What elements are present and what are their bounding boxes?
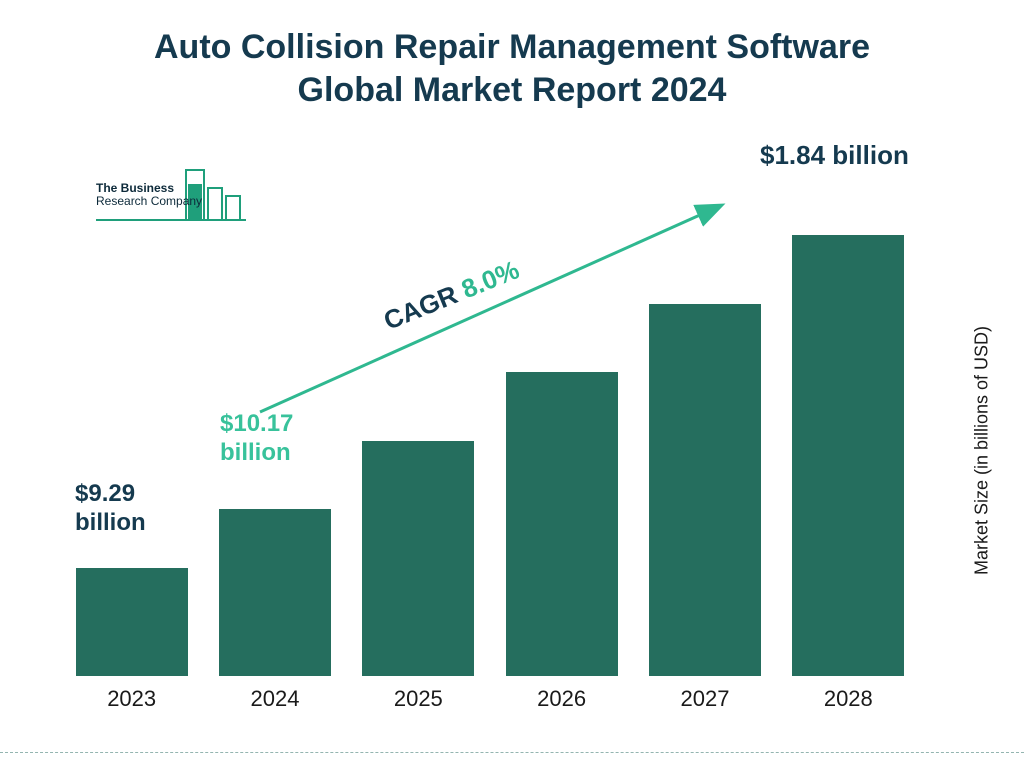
chart-canvas: Auto Collision Repair Management Softwar… (0, 0, 1024, 768)
baseline-rule (0, 752, 1024, 753)
value-label-2028: $1.84 billion (760, 140, 909, 171)
bar (506, 372, 618, 676)
x-axis-label: 2023 (60, 686, 203, 712)
y-axis-label: Market Size (in billions of USD) (972, 301, 993, 601)
bar (76, 568, 188, 676)
x-axis-label: 2024 (203, 686, 346, 712)
bar (649, 304, 761, 676)
x-axis-label: 2025 (347, 686, 490, 712)
bar-column (60, 186, 203, 676)
bar (219, 509, 331, 676)
title-line-1: Auto Collision Repair Management Softwar… (0, 26, 1024, 69)
bar-chart (60, 186, 920, 676)
bars-row (60, 186, 920, 676)
x-axis-label: 2026 (490, 686, 633, 712)
title-line-2: Global Market Report 2024 (0, 69, 1024, 112)
bar-column (347, 186, 490, 676)
value-label-2023: $9.29 billion (75, 480, 146, 538)
value-label-2024: $10.17 billion (220, 410, 293, 468)
bar-column (777, 186, 920, 676)
x-axis-label: 2028 (777, 686, 920, 712)
x-axis-labels: 202320242025202620272028 (60, 686, 920, 712)
bar (792, 235, 904, 676)
bar (362, 441, 474, 676)
bar-column (633, 186, 776, 676)
chart-title: Auto Collision Repair Management Softwar… (0, 26, 1024, 111)
x-axis-label: 2027 (633, 686, 776, 712)
